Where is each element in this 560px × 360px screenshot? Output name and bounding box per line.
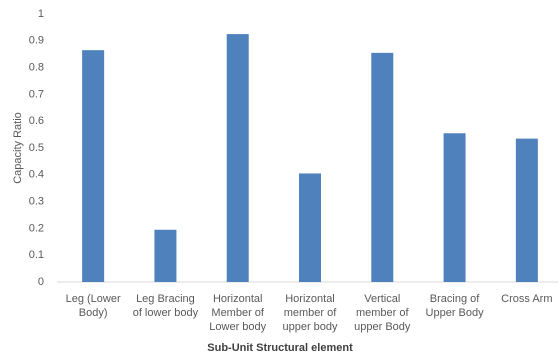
y-tick-label: 0.7 — [29, 88, 44, 100]
y-tick-label: 1 — [38, 8, 44, 20]
x-tick-label: Bracing of Upper Body — [425, 293, 484, 319]
bar — [515, 138, 538, 282]
bar — [443, 133, 466, 282]
bar — [154, 229, 177, 282]
y-tick-label: 0.8 — [29, 62, 44, 74]
bar — [82, 50, 105, 283]
x-tick-label: Horizontal member of upper body — [282, 293, 338, 333]
y-tick-label: 0.9 — [29, 35, 44, 47]
x-axis-title: Sub-Unit Structural element — [207, 342, 353, 354]
y-axis-title: Capacity Ratio — [12, 112, 24, 184]
x-tick-label: Cross Arm — [501, 293, 553, 305]
y-tick-label: 0.5 — [29, 142, 44, 154]
x-tick-label: Leg Bracing of lower body — [132, 293, 199, 319]
y-tick-label: 0.1 — [29, 249, 44, 261]
x-tick-label: Vertical member of upper Body — [354, 293, 411, 333]
y-tick-label: 0 — [38, 276, 44, 288]
bar — [226, 34, 249, 282]
x-tick-label: Horizontal Member of Lower body — [209, 293, 267, 333]
y-tick-label: 0.2 — [29, 222, 44, 234]
y-tick-label: 0.3 — [29, 196, 44, 208]
bar — [371, 52, 394, 282]
bar — [299, 173, 321, 282]
x-tick-label: Leg (Lower Body) — [65, 293, 121, 319]
y-tick-label: 0.4 — [29, 169, 44, 181]
y-tick-label: 0.6 — [29, 115, 44, 127]
